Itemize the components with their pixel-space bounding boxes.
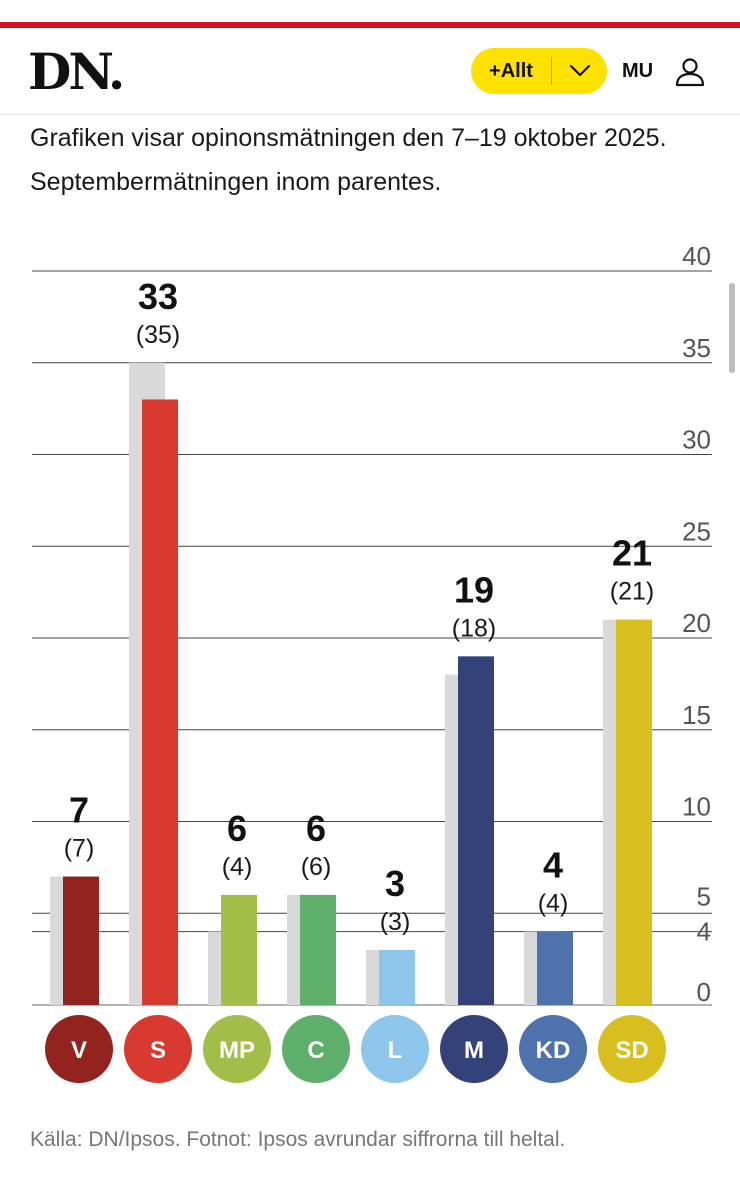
party-label: M bbox=[464, 1037, 484, 1064]
allt-button-label[interactable]: +Allt bbox=[489, 59, 533, 82]
party-badge bbox=[45, 1015, 113, 1083]
y-tick-label: 15 bbox=[682, 700, 711, 730]
party-badge bbox=[440, 1015, 508, 1083]
y-tick-label: 0 bbox=[697, 977, 711, 1007]
chevron-down-icon[interactable] bbox=[552, 64, 607, 78]
current-value-label: 7 bbox=[69, 790, 89, 831]
previous-value-label: (35) bbox=[136, 321, 180, 349]
allt-button[interactable]: +Allt bbox=[471, 48, 607, 94]
scrollbar[interactable] bbox=[729, 283, 735, 373]
party-badge bbox=[361, 1015, 429, 1083]
y-tick-label: 35 bbox=[682, 333, 711, 363]
site-header: DN. +Allt MU bbox=[0, 30, 740, 115]
current-value-label: 21 bbox=[612, 533, 652, 574]
top-bar bbox=[0, 0, 740, 30]
y-tick-label: 20 bbox=[682, 608, 711, 638]
previous-value-label: (3) bbox=[380, 908, 411, 936]
current-bar bbox=[537, 931, 573, 1005]
current-value-label: 19 bbox=[454, 569, 494, 610]
y-tick-label: 4 bbox=[697, 917, 711, 947]
previous-value-label: (4) bbox=[222, 853, 253, 881]
current-value-label: 4 bbox=[543, 845, 563, 886]
party-badge bbox=[282, 1015, 350, 1083]
y-tick-label: 5 bbox=[697, 881, 711, 911]
current-value-label: 33 bbox=[138, 276, 178, 317]
current-bar bbox=[63, 876, 99, 1005]
previous-value-label: (4) bbox=[538, 890, 569, 918]
previous-value-label: (7) bbox=[64, 835, 95, 863]
current-value-label: 6 bbox=[227, 808, 247, 849]
current-bar bbox=[142, 399, 178, 1005]
chart-description: Grafiken visar opinonsmätningen den 7–19… bbox=[30, 124, 667, 196]
y-tick-label: 30 bbox=[682, 425, 711, 455]
current-bar bbox=[221, 894, 257, 1005]
current-value-label: 6 bbox=[306, 808, 326, 849]
y-tick-label: 25 bbox=[682, 516, 711, 546]
party-label: SD bbox=[615, 1037, 648, 1064]
party-badge bbox=[598, 1015, 666, 1083]
user-icon[interactable] bbox=[674, 57, 706, 92]
party-badge bbox=[203, 1015, 271, 1083]
dn-logo[interactable]: DN. bbox=[28, 42, 125, 101]
previous-value-label: (18) bbox=[452, 614, 496, 642]
button-divider bbox=[551, 57, 552, 85]
y-tick-label: 40 bbox=[682, 241, 711, 271]
current-bar bbox=[616, 619, 652, 1005]
party-label: C bbox=[307, 1037, 324, 1064]
current-bar bbox=[458, 656, 494, 1005]
y-tick-label: 10 bbox=[682, 792, 711, 822]
party-label: S bbox=[150, 1037, 166, 1064]
current-bar bbox=[300, 894, 336, 1005]
party-label: MP bbox=[219, 1037, 255, 1064]
brand-stripe bbox=[0, 22, 740, 28]
previous-value-label: (21) bbox=[610, 578, 654, 606]
party-label: V bbox=[71, 1037, 87, 1064]
party-badge bbox=[519, 1015, 587, 1083]
current-bar bbox=[379, 949, 415, 1005]
previous-value-label: (6) bbox=[301, 853, 332, 881]
party-label: KD bbox=[536, 1037, 571, 1064]
party-label: L bbox=[388, 1037, 403, 1064]
current-value-label: 3 bbox=[385, 863, 405, 904]
poll-bar-chart: 0 4 5 10 15 20 25 30 35 40 (7) 7 V (35) 33 S (4) 6 MP (6) 6 C… bbox=[32, 241, 712, 1083]
party-badge bbox=[124, 1015, 192, 1083]
user-initials[interactable]: MU bbox=[622, 60, 654, 82]
source-footnote: Källa: DN/Ipsos. Fotnot: Ipsos avrundar … bbox=[30, 1128, 566, 1151]
